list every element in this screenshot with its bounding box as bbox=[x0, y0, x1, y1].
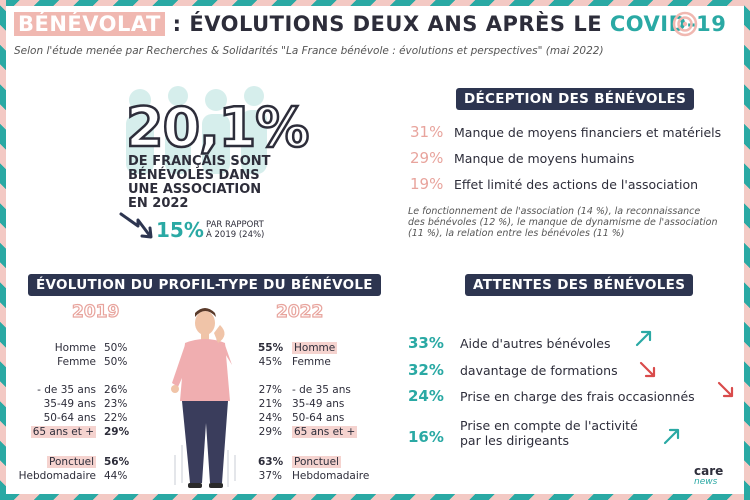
deception-item: 19% Effet limité des actions de l'associ… bbox=[410, 175, 699, 193]
frame-top bbox=[0, 0, 750, 6]
deception-heading: DÉCEPTION DES BÉNÉVOLES bbox=[456, 88, 695, 110]
deception-note: Le fonctionnement de l'association (14 %… bbox=[408, 206, 718, 239]
trend-up-arrow-icon bbox=[663, 428, 680, 445]
profile-2022-value: 37% bbox=[258, 470, 282, 482]
profile-heading: ÉVOLUTION DU PROFIL-TYPE DU BÉNÉVOLE bbox=[28, 274, 381, 296]
profile-2019-value: 44% bbox=[104, 470, 128, 482]
year-2022: 2022 bbox=[275, 301, 324, 322]
page-title: BÉNÉVOLAT : ÉVOLUTIONS DEUX ANS APRÈS LE… bbox=[14, 12, 726, 36]
profile-label-under35: - de 35 ans bbox=[37, 384, 96, 396]
profile-label-ponctuel: Ponctuel bbox=[47, 456, 96, 468]
headline-change: 15% bbox=[156, 218, 204, 242]
frame-bottom bbox=[0, 494, 750, 500]
profile-label22-under35: - de 35 ans bbox=[292, 384, 351, 396]
year-2019: 2019 bbox=[71, 301, 120, 322]
trend-down-arrow-icon bbox=[717, 381, 734, 398]
title-middle: : ÉVOLUTIONS DEUX ANS APRÈS LE bbox=[164, 12, 610, 36]
deception-item: 31% Manque de moyens financiers et matér… bbox=[410, 123, 722, 141]
headline-stat: 20,1% bbox=[125, 95, 311, 161]
frame-left bbox=[0, 0, 6, 500]
profile-label-50-64: 50-64 ans bbox=[43, 412, 96, 424]
profile-label22-ponctuel: Ponctuel bbox=[292, 456, 341, 468]
profile-label22-65plus: 65 ans et + bbox=[292, 426, 358, 438]
profile-label-65plus: 65 ans et + bbox=[30, 426, 96, 438]
profile-label22-50-64: 50-64 ans bbox=[292, 412, 345, 424]
profile-2019-value: 50% bbox=[104, 342, 128, 354]
headline-description: DE FRANÇAIS SONT BÉNÉVOLES DANS UNE ASSO… bbox=[128, 154, 271, 211]
profile-2019-value: 26% bbox=[104, 384, 128, 396]
trend-down-arrow-icon bbox=[119, 212, 153, 239]
people-silhouette-icon bbox=[126, 86, 267, 174]
profile-label-homme: Homme bbox=[54, 342, 96, 354]
profile-label22-35-49: 35-49 ans bbox=[292, 398, 345, 410]
profile-label-femme: Femme bbox=[57, 356, 96, 368]
attentes-label: Prise en charge des frais occasionnés bbox=[460, 389, 695, 404]
profile-2022-value: 21% bbox=[258, 398, 282, 410]
deception-item: 29% Manque de moyens humains bbox=[410, 149, 635, 167]
profile-2022-value: 29% bbox=[258, 426, 282, 438]
trend-up-arrow-icon bbox=[635, 330, 652, 347]
profile-2022-value: 55% bbox=[258, 342, 284, 354]
profile-2019-value: 22% bbox=[104, 412, 128, 424]
profile-2019-value: 56% bbox=[104, 456, 130, 468]
carenews-logo: care news bbox=[694, 464, 724, 487]
attentes-pct: 32% bbox=[408, 361, 444, 379]
attentes-label: Aide d'autres bénévoles bbox=[460, 336, 611, 351]
profile-2019-value: 23% bbox=[104, 398, 128, 410]
attentes-label: davantage de formations bbox=[460, 363, 618, 378]
swirl-logo-icon bbox=[672, 11, 698, 37]
attentes-heading: ATTENTES DES BÉNÉVOLES bbox=[465, 274, 694, 296]
volunteer-illustration-icon bbox=[171, 308, 236, 488]
frame-right bbox=[744, 0, 750, 500]
attentes-pct: 24% bbox=[408, 387, 444, 405]
profile-2022-value: 45% bbox=[258, 356, 282, 368]
title-covid: COVID-19 bbox=[609, 12, 727, 36]
attentes-pct: 33% bbox=[408, 334, 444, 352]
profile-label-35-49: 35-49 ans bbox=[43, 398, 96, 410]
profile-2022-value: 27% bbox=[258, 384, 282, 396]
profile-2019-value: 50% bbox=[104, 356, 128, 368]
trend-down-arrow-icon bbox=[639, 361, 656, 378]
profile-label-hebdo: Hebdomadaire bbox=[18, 470, 96, 482]
profile-2022-value: 24% bbox=[258, 412, 282, 424]
attentes-pct: 16% bbox=[408, 428, 444, 446]
headline-change-description: PAR RAPPORT À 2019 (24%) bbox=[206, 220, 265, 240]
attentes-label: Prise en compte de l'activité par les di… bbox=[460, 418, 638, 448]
profile-label22-femme: Femme bbox=[292, 356, 331, 368]
profile-2019-value: 29% bbox=[104, 426, 130, 438]
profile-label22-hebdo: Hebdomadaire bbox=[292, 470, 370, 482]
profile-label22-homme: Homme bbox=[292, 342, 338, 354]
profile-2022-value: 63% bbox=[258, 456, 284, 468]
subtitle: Selon l'étude menée par Recherches & Sol… bbox=[14, 45, 604, 57]
title-highlight: BÉNÉVOLAT bbox=[14, 12, 165, 36]
